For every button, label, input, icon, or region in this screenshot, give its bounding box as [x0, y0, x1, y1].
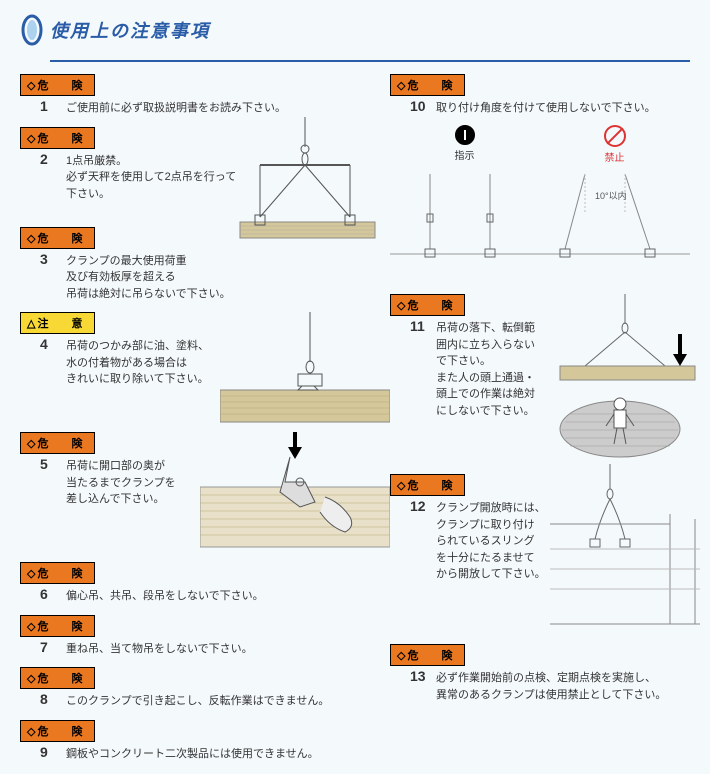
item-number: 8 — [40, 691, 60, 710]
prohibit-icon — [604, 125, 626, 147]
danger-badge: 危 険 — [20, 667, 95, 689]
danger-badge: 危 険 — [20, 432, 95, 454]
item-text: 吊荷のつかみ部に油、塗料、 水の付着物がある場合は きれいに取り除いて下さい。 — [66, 336, 209, 388]
item-number: 5 — [40, 456, 60, 508]
item-10: 危 険 10 取り付け角度を付けて使用しないで下さい。 指示 禁止 — [390, 74, 690, 284]
item-text: 吊荷の落下、転倒範 囲内に立ち入らない で下さい。 また人の頭上通過・ 頭上での… — [436, 318, 535, 419]
item-1: 危 険 1 ご使用前に必ず取扱説明書をお読み下さい。 — [20, 74, 380, 117]
item-12: 危 険 12 クランプ開放時には、 クランプに取り付け られているスリング を十… — [390, 474, 690, 634]
danger-badge: 危 険 — [20, 127, 95, 149]
prohibit-label: 禁止 — [604, 149, 626, 164]
item-number: 3 — [40, 251, 60, 303]
item-text: 必ず作業開始前の点検、定期点検を実施し、 異常のあるクランプは使用禁止として下さ… — [436, 668, 666, 703]
item-number: 6 — [40, 586, 60, 605]
item-3: 危 険 3 クランプの最大使用荷重 及び有効板厚を超える 吊荷は絶対に吊らないで… — [20, 227, 380, 303]
item-number: 9 — [40, 744, 60, 763]
item-number: 10 — [410, 98, 430, 117]
instruct-icon — [455, 125, 475, 145]
caution-badge: 注 意 — [20, 312, 95, 334]
illustration-10: 10°以内 — [390, 164, 690, 284]
item-text: 重ね吊、当て物吊をしないで下さい。 — [66, 639, 253, 658]
danger-badge: 危 険 — [20, 720, 95, 742]
item-number: 13 — [410, 668, 430, 703]
item-11: 危 険 11 吊荷の落下、転倒範 囲内に立ち入らない で下さい。 また人の頭上通… — [390, 294, 690, 464]
header: 使用上の注意事項 — [20, 14, 690, 46]
item-text: ご使用前に必ず取扱説明書をお読み下さい。 — [66, 98, 286, 117]
item-text: 1点吊厳禁。 必ず天秤を使用して2点吊を行って 下さい。 — [66, 151, 236, 203]
illustration-4 — [220, 312, 390, 432]
item-text: 鋼板やコンクリート二次製品には使用できません。 — [66, 744, 319, 763]
prohibit-symbol: 禁止 — [604, 125, 626, 164]
danger-badge: 危 険 — [390, 74, 465, 96]
illustration-5 — [200, 427, 390, 557]
item-text: このクランプで引き起こし、反転作業はできません。 — [66, 691, 329, 710]
item-number: 11 — [410, 318, 430, 419]
item-7: 危 険 7 重ね吊、当て物吊をしないで下さい。 — [20, 615, 380, 658]
danger-badge: 危 険 — [20, 227, 95, 249]
instruct-label: 指示 — [455, 147, 475, 162]
item-number: 1 — [40, 98, 60, 117]
left-column: 危 険 1 ご使用前に必ず取扱説明書をお読み下さい。 危 険 2 1点吊厳禁。 … — [20, 74, 380, 772]
content-columns: 危 険 1 ご使用前に必ず取扱説明書をお読み下さい。 危 険 2 1点吊厳禁。 … — [20, 74, 690, 772]
page-root: 使用上の注意事項 危 険 1 ご使用前に必ず取扱説明書をお読み下さい。 危 険 … — [0, 0, 710, 774]
item-text: クランプ開放時には、 クランプに取り付け られているスリング を十分にたるませて… — [436, 498, 546, 583]
angle-label: 10°以内 — [595, 190, 627, 201]
logo-icon — [20, 14, 44, 46]
item-text: 取り付け角度を付けて使用しないで下さい。 — [436, 98, 656, 117]
danger-badge: 危 険 — [390, 474, 465, 496]
danger-badge: 危 険 — [20, 615, 95, 637]
item-6: 危 険 6 偏心吊、共吊、段吊をしないで下さい。 — [20, 562, 380, 605]
item-text: 吊荷に開口部の奥が 当たるまでクランプを 差し込んで下さい。 — [66, 456, 176, 508]
illustration-12 — [550, 464, 700, 634]
item-2: 危 険 2 1点吊厳禁。 必ず天秤を使用して2点吊を行って 下さい。 — [20, 127, 380, 217]
danger-badge: 危 険 — [20, 562, 95, 584]
item-4: 注 意 4 吊荷のつかみ部に油、塗料、 水の付着物がある場合は きれいに取り除い… — [20, 312, 380, 422]
item-number: 7 — [40, 639, 60, 658]
item-9: 危 険 9 鋼板やコンクリート二次製品には使用できません。 — [20, 720, 380, 763]
item-5: 危 険 5 吊荷に開口部の奥が 当たるまでクランプを 差し込んで下さい。 — [20, 432, 380, 552]
item-8: 危 険 8 このクランプで引き起こし、反転作業はできません。 — [20, 667, 380, 710]
item-text: 偏心吊、共吊、段吊をしないで下さい。 — [66, 586, 264, 605]
danger-badge: 危 険 — [20, 74, 95, 96]
danger-badge: 危 険 — [390, 294, 465, 316]
instruct-symbol: 指示 — [455, 125, 475, 164]
item-text: クランプの最大使用荷重 及び有効板厚を超える 吊荷は絶対に吊らないで下さい。 — [66, 251, 231, 303]
item-13: 危 険 13 必ず作業開始前の点検、定期点検を実施し、 異常のあるクランプは使用… — [390, 644, 690, 703]
title-underline — [50, 60, 690, 62]
right-column: 危 険 10 取り付け角度を付けて使用しないで下さい。 指示 禁止 — [390, 74, 690, 772]
item-number: 4 — [40, 336, 60, 388]
danger-badge: 危 険 — [390, 644, 465, 666]
page-title: 使用上の注意事項 — [50, 17, 210, 43]
illustration-11 — [540, 294, 700, 464]
item-number: 12 — [410, 498, 430, 583]
item-number: 2 — [40, 151, 60, 203]
